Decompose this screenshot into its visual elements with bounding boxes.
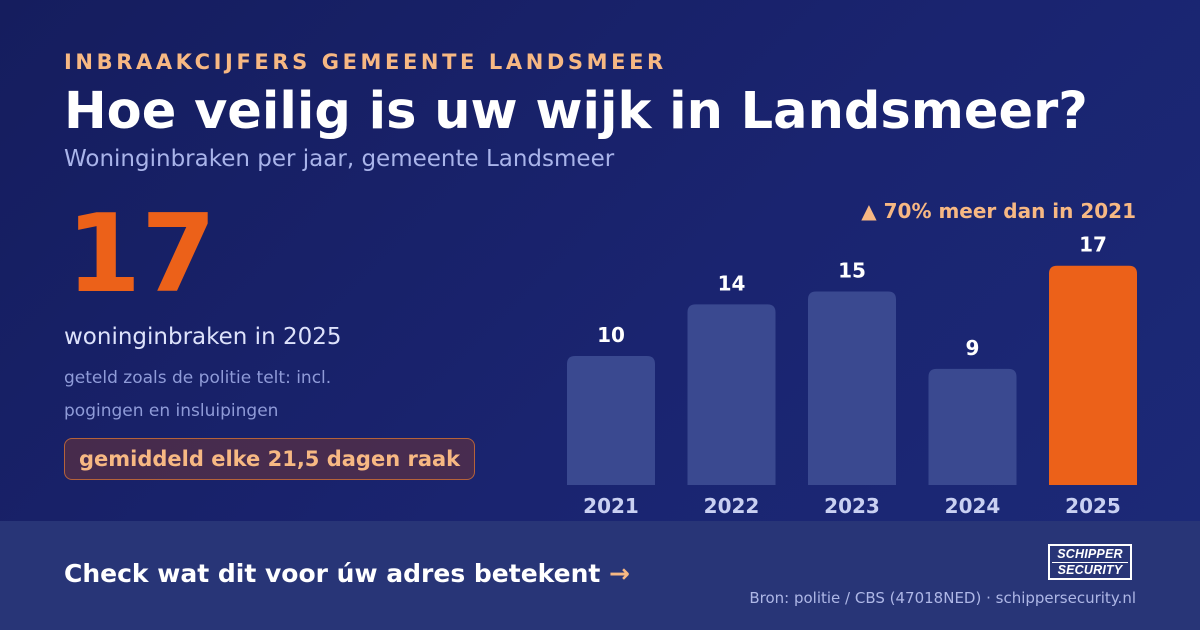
brand-logo: SCHIPPER SECURITY [1048, 544, 1132, 580]
bar-value-2021: 10 [597, 323, 625, 347]
logo-line2: SECURITY [1057, 562, 1123, 577]
source-text: Bron: politie / CBS (47018NED) · schippe… [749, 589, 1136, 607]
tick-label-2025: 2025 [1065, 494, 1121, 518]
cta-text: Check wat dit voor úw adres betekent [64, 559, 601, 588]
logo-divider [1052, 561, 1128, 563]
bar-2025 [1049, 265, 1137, 485]
frequency-pill: gemiddeld elke 21,5 dagen raak [64, 438, 476, 480]
bar-2024 [928, 368, 1017, 485]
highlight-number: 17 [66, 192, 217, 317]
tick-label-2024: 2024 [945, 494, 1001, 518]
tick-label-2022: 2022 [704, 494, 760, 518]
bar-value-2025: 17 [1079, 233, 1107, 257]
tick-label-2021: 2021 [583, 494, 639, 518]
subtitle: Woninginbraken per jaar, gemeente Landsm… [64, 146, 615, 172]
bar-value-2024: 9 [966, 336, 980, 360]
highlight-label: woninginbraken in 2025 [64, 324, 342, 350]
kicker: INBRAAKCIJFERS GEMEENTE LANDSMEER [64, 50, 667, 74]
arrow-right-icon: → [609, 559, 630, 588]
bar-chart: 10 2021 14 2022 15 2023 9 2024 17 2025 [567, 233, 1137, 518]
page-title: Hoe veilig is uw wijk in Landsmeer? [64, 82, 1088, 141]
trend-label: ▲ 70% meer dan in 2021 [861, 199, 1136, 223]
bar-value-2023: 15 [838, 259, 866, 283]
cta-link[interactable]: Check wat dit voor úw adres betekent → [64, 559, 630, 588]
bar-2023 [808, 291, 896, 485]
bar-2022 [687, 304, 776, 485]
highlight-note: geteld zoals de politie telt: incl. pogi… [64, 368, 332, 421]
bar-2021 [567, 356, 655, 485]
tick-label-2023: 2023 [824, 494, 880, 518]
bar-value-2022: 14 [718, 271, 746, 295]
footer: Check wat dit voor úw adres betekent → S… [0, 521, 1200, 630]
logo-line1: SCHIPPER [1057, 546, 1123, 561]
